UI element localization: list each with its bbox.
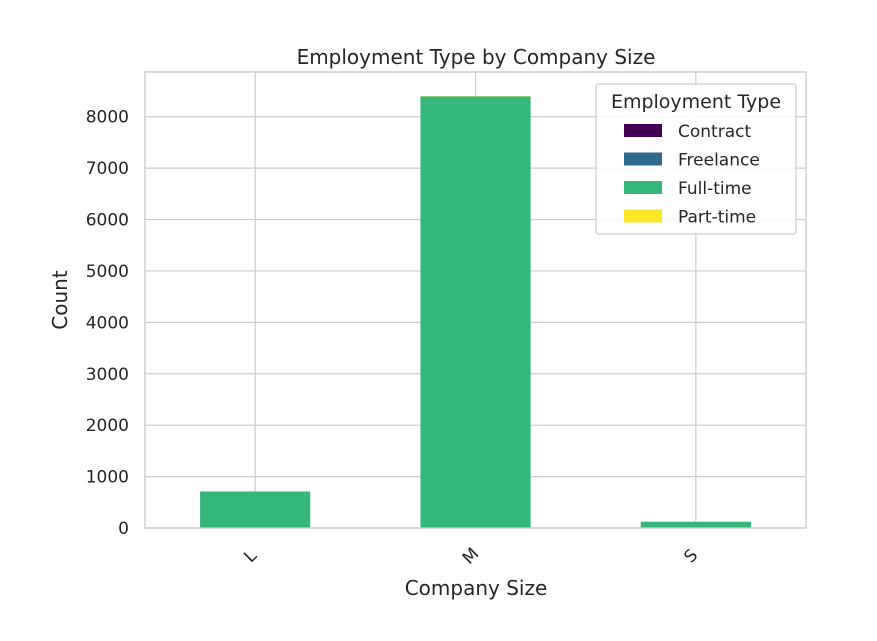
- bar-full-time-m: [420, 96, 530, 527]
- legend-swatch-full-time: [624, 181, 662, 194]
- bar-full-time-s: [641, 522, 751, 528]
- x-tick-label: S: [680, 546, 702, 568]
- x-tick-label: L: [240, 546, 261, 567]
- y-tick-label: 0: [118, 519, 129, 539]
- legend-label-full-time: Full-time: [678, 179, 752, 199]
- x-axis-label: Company Size: [405, 576, 548, 600]
- y-tick-label: 6000: [86, 211, 129, 231]
- y-tick-label: 2000: [86, 416, 129, 436]
- x-tick-label: M: [459, 544, 484, 569]
- y-tick-label: 8000: [86, 108, 129, 128]
- y-tick-label: 1000: [86, 468, 129, 488]
- y-tick-label: 7000: [86, 159, 129, 179]
- legend: Employment Type Contract Freelance Full-ti…: [596, 84, 796, 234]
- chart-title: Employment Type by Company Size: [297, 45, 656, 69]
- legend-swatch-contract: [624, 124, 662, 137]
- y-tick-label: 4000: [86, 313, 129, 333]
- legend-swatch-freelance: [624, 153, 662, 166]
- legend-title: Employment Type: [611, 91, 781, 113]
- legend-label-contract: Contract: [678, 122, 751, 142]
- bar-full-time-l: [200, 492, 310, 528]
- y-axis-label: Count: [48, 270, 72, 330]
- legend-label-part-time: Part-time: [678, 208, 756, 228]
- y-tick-label: 5000: [86, 262, 129, 282]
- y-tick-label: 3000: [86, 365, 129, 385]
- legend-swatch-part-time: [624, 210, 662, 223]
- legend-label-freelance: Freelance: [678, 151, 760, 171]
